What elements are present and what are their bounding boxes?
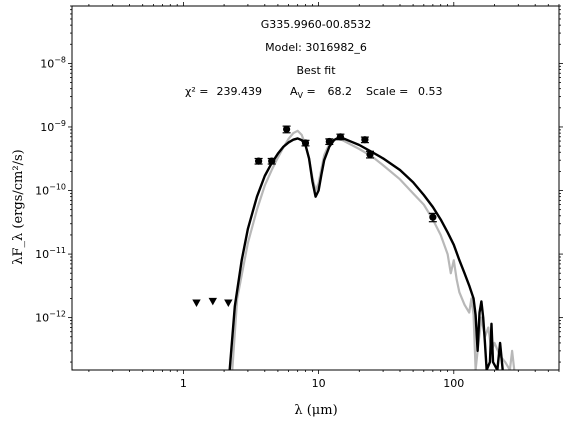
av-value: 68.2 — [328, 85, 353, 98]
x-tick-label: 10 — [312, 377, 326, 390]
data-point — [267, 157, 276, 165]
x-axis-ticks: 1 10 100 — [88, 2, 560, 390]
data-point — [254, 157, 263, 165]
best-fit-curve — [228, 136, 504, 370]
plot-frame — [71, 5, 560, 371]
chi2-label: χ² = — [185, 85, 208, 98]
x-tick-label: 100 — [443, 377, 464, 390]
data-point — [301, 139, 310, 147]
upper-limit-marker — [208, 297, 217, 306]
y-axis-ticks: 10−12 10−11 10−10 10−9 10−8 — [35, 5, 563, 363]
source-name: G335.9960-00.8532 — [261, 18, 371, 31]
y-tick-label: 10−12 — [35, 310, 66, 325]
y-tick-label: 10−8 — [40, 55, 66, 70]
plot-area — [192, 125, 516, 370]
data-point — [282, 125, 291, 134]
model-label: Model: 3016982_6 — [265, 41, 367, 54]
best-fit-model-layer — [228, 136, 504, 370]
gray-model-layer — [231, 129, 516, 370]
y-axis-label: λF_λ (ergs/cm²/s) — [11, 149, 26, 264]
av-label: A — [290, 85, 298, 98]
data-point — [428, 212, 437, 223]
data-point — [336, 133, 345, 141]
upper-limit-marker — [224, 299, 233, 307]
scale-label: Scale = — [366, 85, 408, 98]
y-tick-label: 10−9 — [40, 119, 66, 134]
x-axis-label: λ (μm) — [294, 403, 337, 418]
data-points-layer — [254, 125, 437, 223]
data-point — [360, 136, 369, 144]
scale-value: 0.53 — [418, 85, 443, 98]
av-equals: = — [303, 85, 316, 98]
y-tick-label: 10−11 — [35, 246, 66, 261]
data-point — [365, 150, 374, 159]
data-point — [325, 137, 334, 146]
av-label-group: AV = — [290, 85, 316, 100]
fit-stats: χ² = 239.439 AV = 68.2 Scale = 0.53 — [185, 85, 443, 100]
x-tick-label: 1 — [180, 377, 187, 390]
upper-limit-marker — [192, 299, 201, 307]
chi2-value: 239.439 — [217, 85, 263, 98]
av-subscript: V — [298, 91, 304, 100]
y-tick-label: 10−10 — [35, 183, 66, 198]
gray-model-curve — [231, 129, 516, 370]
fit-label: Best fit — [296, 64, 336, 77]
upper-limits-layer — [192, 297, 233, 307]
